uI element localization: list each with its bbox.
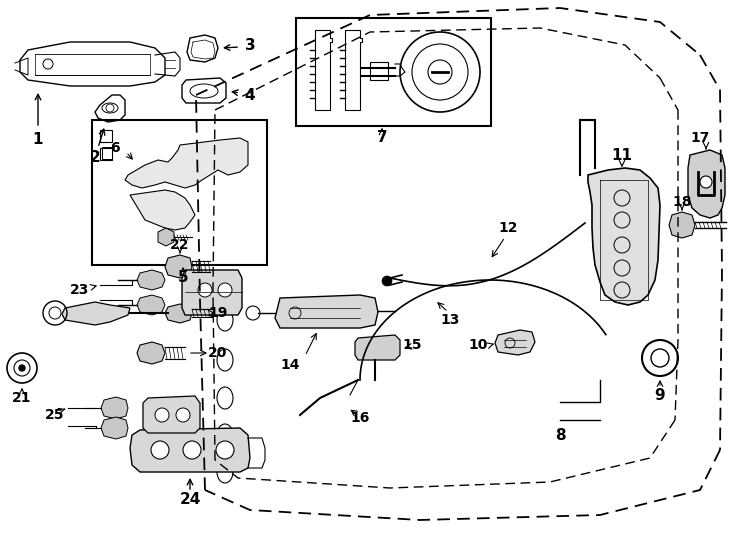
Circle shape (382, 276, 392, 286)
Polygon shape (275, 295, 378, 328)
Text: 23: 23 (70, 283, 90, 297)
Text: 11: 11 (611, 147, 633, 163)
Text: 1: 1 (33, 132, 43, 147)
Bar (370, 62, 388, 80)
Text: 22: 22 (170, 238, 190, 252)
Circle shape (218, 283, 232, 297)
Polygon shape (130, 190, 195, 230)
Text: 5: 5 (178, 271, 189, 286)
Polygon shape (182, 78, 226, 103)
Polygon shape (495, 330, 535, 355)
Text: 9: 9 (655, 388, 665, 402)
Circle shape (151, 441, 169, 459)
Polygon shape (182, 270, 242, 315)
Polygon shape (101, 417, 128, 439)
Polygon shape (101, 397, 128, 419)
Polygon shape (143, 396, 200, 433)
Bar (296, 18, 491, 126)
Polygon shape (158, 228, 174, 246)
Text: 10: 10 (468, 338, 487, 352)
Text: 14: 14 (280, 358, 299, 372)
Polygon shape (165, 304, 192, 323)
Text: 17: 17 (690, 131, 710, 145)
Text: 8: 8 (555, 428, 565, 442)
Polygon shape (100, 130, 112, 142)
Circle shape (216, 441, 234, 459)
Text: 15: 15 (402, 338, 422, 352)
Text: 2: 2 (90, 151, 101, 165)
Polygon shape (688, 150, 725, 218)
Circle shape (198, 283, 212, 297)
Text: 25: 25 (46, 408, 65, 422)
Text: 19: 19 (208, 306, 228, 320)
Text: 12: 12 (498, 221, 517, 235)
Text: 16: 16 (350, 411, 370, 425)
Polygon shape (137, 270, 165, 290)
Circle shape (700, 176, 712, 188)
Bar (92, 120, 267, 265)
Polygon shape (137, 295, 165, 315)
Text: 18: 18 (672, 195, 691, 209)
Text: 6: 6 (110, 141, 120, 155)
Polygon shape (95, 95, 125, 122)
Circle shape (176, 408, 190, 422)
Circle shape (19, 365, 25, 371)
Circle shape (183, 441, 201, 459)
Polygon shape (315, 30, 332, 110)
Polygon shape (355, 335, 400, 360)
Polygon shape (100, 148, 112, 160)
Text: 24: 24 (179, 492, 200, 508)
Text: 21: 21 (12, 391, 32, 405)
Polygon shape (345, 30, 362, 110)
Text: 4: 4 (244, 87, 255, 103)
Bar (102, 147, 112, 159)
Text: 20: 20 (208, 346, 228, 360)
Polygon shape (130, 428, 250, 472)
Polygon shape (588, 168, 660, 305)
Text: 13: 13 (440, 313, 459, 327)
Text: 7: 7 (377, 131, 388, 145)
Polygon shape (137, 342, 165, 364)
Polygon shape (125, 138, 248, 188)
Polygon shape (669, 212, 695, 238)
Polygon shape (20, 42, 165, 86)
Polygon shape (187, 35, 218, 62)
Text: 3: 3 (244, 37, 255, 52)
Circle shape (155, 408, 169, 422)
Polygon shape (62, 302, 130, 325)
Polygon shape (165, 255, 192, 278)
